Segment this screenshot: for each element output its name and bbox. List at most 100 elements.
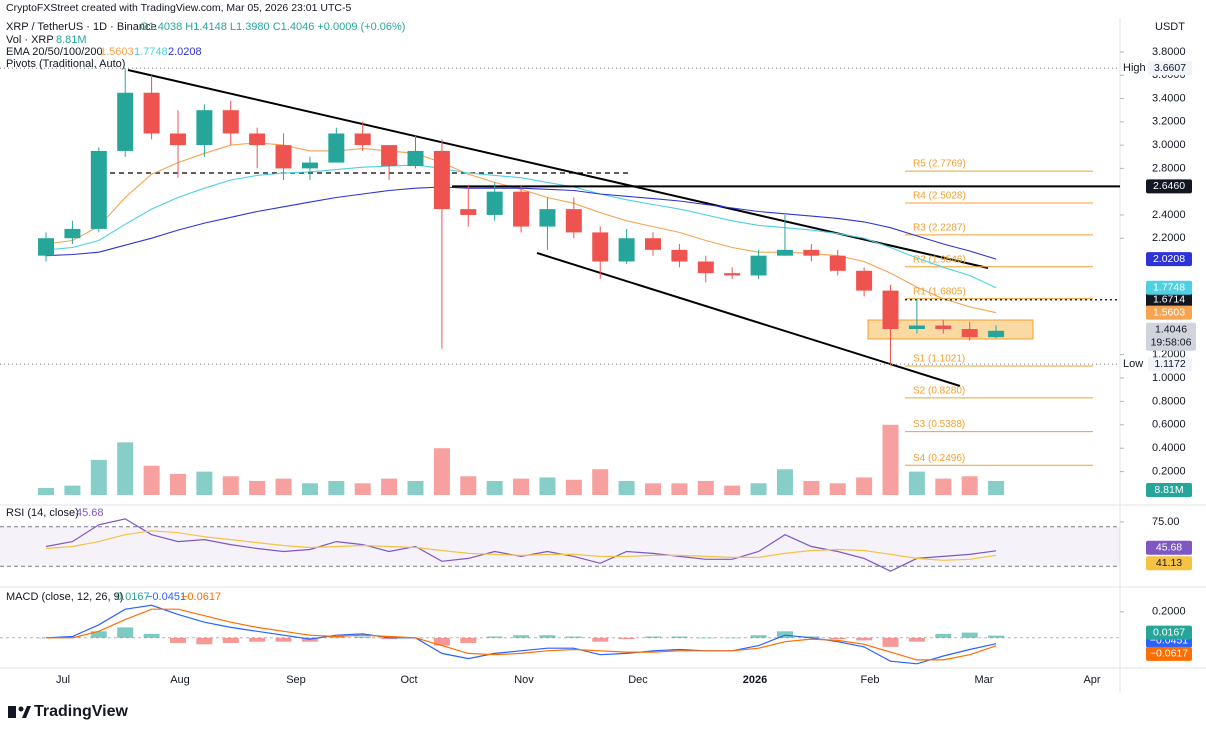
ema-tag: 1.7748 [1153,281,1185,293]
candle-body [671,249,688,262]
macd-value: −0.0451 [146,591,186,603]
volume-bar [935,478,952,495]
candle-body [539,209,556,227]
x-tick-label: Oct [400,674,417,686]
macd-value: 0.0167 [116,591,150,603]
volume-bar [750,483,767,495]
ema-value: 1.5603 [100,46,134,58]
volume-bar [803,480,820,495]
candle-body [908,325,925,330]
ema-legend: EMA 20/50/100/200 [6,46,103,58]
x-tick-label: Mar [975,674,994,686]
candle-body [565,209,582,233]
series-tag-bg [1146,556,1192,571]
series-tag-bg [1146,540,1192,555]
x-tick-label: Aug [170,674,190,686]
volume-bar [90,459,107,495]
candle-body [38,238,55,256]
ema-value: 2.0208 [168,46,202,58]
volume-bar [117,442,134,495]
candle-body [697,261,714,274]
trendline-lower [536,252,961,387]
line-series [46,608,997,661]
volume-bar [249,480,266,495]
volume-tag: 8.81M [1154,484,1183,496]
x-tick-label: Sep [286,674,306,686]
ema-tag: 1.5603 [1153,306,1185,318]
histogram-bar [275,637,292,642]
volume-bar [381,478,398,495]
volume-bar [539,477,556,495]
histogram-bar [513,635,530,638]
y-tick-label: 1.0000 [1152,372,1186,384]
candle-body [143,92,160,134]
histogram-bar [117,627,134,638]
volume-bar [301,483,318,495]
candle-body [169,133,186,146]
histogram-bar [328,636,345,638]
level-tag-bg [1146,179,1192,194]
ohlc: O1.4038 H1.4148 L1.3980 C1.4046 +0.0009 … [140,21,405,33]
countdown: 19:58:06 [1151,337,1192,349]
histogram-bar [381,637,398,640]
pivot-label: R2 (1.9546) [913,254,966,265]
macd-value: −0.0617 [181,591,221,603]
histogram-bar [618,637,635,640]
candle-body [961,329,978,338]
candle-body [301,162,318,169]
y-tick-label: 2.4000 [1152,209,1186,221]
symbol-title: XRP / TetherUS · 1D · Binance [6,21,157,33]
volume-bar [460,476,477,495]
histogram-bar [354,636,371,638]
y-tick-label: 0.2000 [1152,606,1186,618]
ema-tag-bg [1146,252,1192,267]
candle-body [381,145,398,167]
volume-bar [645,483,662,495]
logo-mark [18,706,24,712]
volume-bar [697,480,714,495]
volume-bar [433,448,450,495]
y-tick-label: 3.8000 [1152,46,1186,58]
histogram-bar [776,631,793,638]
x-tick-label: Feb [861,674,880,686]
candle-body [249,133,266,146]
candle-body [196,110,213,146]
candle-body [856,270,873,291]
ema-tag: 2.0208 [1153,253,1185,265]
volume-bar [829,483,846,495]
rsi-legend: RSI (14, close) [6,507,79,519]
pivot-label: S2 (0.8280) [913,386,965,397]
level-tag: 1.1172 [1154,358,1185,370]
histogram-bar [697,637,714,639]
histogram-bar [856,637,873,641]
line-series [45,530,997,561]
histogram-bar [724,637,741,639]
candle-body [90,150,107,229]
candle-body [433,150,450,210]
volume-tag-bg [1146,483,1192,497]
histogram-tag: 0.0167 [1153,626,1185,638]
level-name: High [1123,62,1146,74]
volume-bar [328,480,345,495]
logo-mark [8,706,16,718]
histogram-bar [565,636,582,638]
rsi-value: 45.68 [76,507,104,519]
histogram-bar [882,637,899,647]
pivot-label: S4 (0.2496) [913,453,965,464]
candle-body [513,191,530,227]
y-tick-label: 3.0000 [1152,139,1186,151]
y-tick-label: 3.2000 [1152,116,1186,128]
candle-body [829,255,846,271]
y-tick-label: 75.00 [1152,516,1180,528]
candle-body [275,145,292,169]
volume-bar [196,471,213,495]
x-tick-label: Jul [56,674,70,686]
line-series [45,164,997,289]
candle-body [645,238,662,250]
histogram-bar [143,633,160,638]
candle-body [64,228,81,239]
volume-bar [354,483,371,495]
histogram-bar [592,637,609,642]
volume-bar [961,476,978,495]
